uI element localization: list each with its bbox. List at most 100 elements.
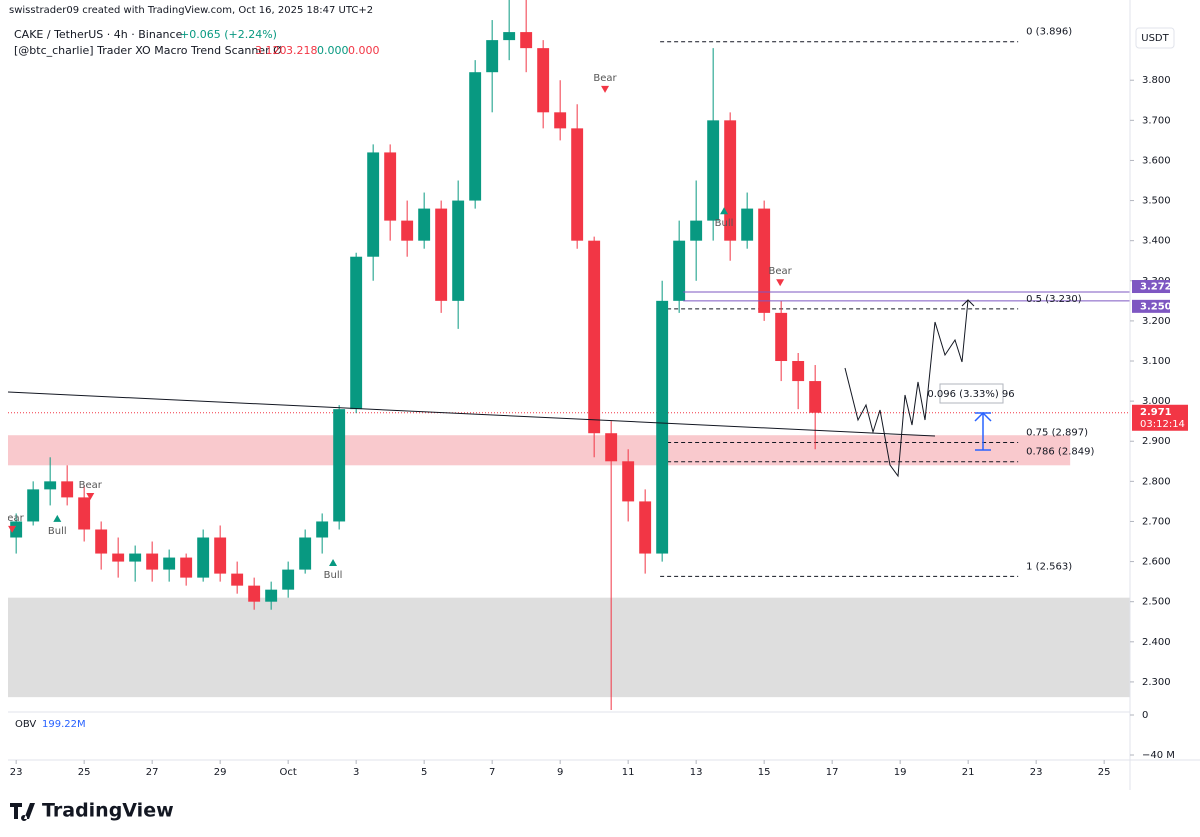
candle-body xyxy=(537,48,550,113)
x-tick-label: 25 xyxy=(78,767,91,778)
y-tick-label: 2.300 xyxy=(1142,677,1171,688)
x-tick-label: 3 xyxy=(353,767,359,778)
zone xyxy=(8,597,1130,698)
indicator-name: [@btc_charlie] Trader XO Macro Trend Sca… xyxy=(14,44,282,57)
fib-label: 0.75 (2.897) xyxy=(1026,427,1088,438)
x-tick-label: 27 xyxy=(146,767,159,778)
signal-label: Bull xyxy=(48,526,67,537)
countdown: 03:12:14 xyxy=(1140,419,1185,430)
candle-body xyxy=(27,489,40,522)
x-tick-label: 17 xyxy=(826,767,839,778)
x-tick-label: 5 xyxy=(421,767,427,778)
logo-text: TradingView xyxy=(42,800,174,822)
candle-body xyxy=(350,256,363,410)
signal-marker xyxy=(329,558,338,566)
candle-body xyxy=(435,208,448,301)
candle-body xyxy=(639,501,652,554)
candle-body xyxy=(61,481,74,498)
candle-body xyxy=(792,361,805,382)
y-tick-label: 3.400 xyxy=(1142,236,1171,247)
price-level-badge xyxy=(1132,299,1170,313)
x-tick-label: 23 xyxy=(1030,767,1043,778)
fib-label: 0.5 (3.230) xyxy=(1026,294,1082,305)
price-level-label: 3.250 xyxy=(1140,301,1172,312)
currency-box xyxy=(1135,27,1175,49)
signal-label: Bear xyxy=(769,266,793,277)
x-tick-label: 29 xyxy=(214,767,227,778)
logo xyxy=(10,803,35,821)
candle-body xyxy=(10,521,23,538)
signal-label: Bull xyxy=(715,218,734,229)
measure-box xyxy=(939,383,1004,404)
x-tick-label: 15 xyxy=(758,767,771,778)
trend-line xyxy=(7,391,936,437)
y-tick-label: 2.500 xyxy=(1142,597,1171,608)
y-tick-label: 2.800 xyxy=(1142,476,1171,487)
obv-tick-label: −40 M xyxy=(1142,750,1175,761)
y-tick-label: 3.700 xyxy=(1142,115,1171,126)
y-tick-label: 2.900 xyxy=(1142,436,1171,447)
x-tick-label: 11 xyxy=(622,767,635,778)
candle-body xyxy=(571,128,584,241)
candle-body xyxy=(809,381,822,413)
projected-arrowhead xyxy=(961,299,975,307)
zone xyxy=(8,435,1071,466)
candle-body xyxy=(367,152,380,257)
y-tick-label: 3.000 xyxy=(1142,396,1171,407)
candle-body xyxy=(214,537,227,574)
candle-body xyxy=(707,120,720,221)
last-price-label: 2.971 xyxy=(1140,407,1172,418)
signal-marker xyxy=(86,492,95,500)
obv-value: 199.22M xyxy=(42,719,86,730)
candle-body xyxy=(112,553,125,562)
y-tick-label: 3.100 xyxy=(1142,356,1171,367)
candle-body xyxy=(605,433,618,462)
candle-body xyxy=(622,461,635,502)
fib-label: 1 (2.563) xyxy=(1026,561,1072,572)
x-tick-label: 19 xyxy=(894,767,907,778)
candle-body xyxy=(333,409,346,522)
y-tick-label: 2.600 xyxy=(1142,557,1171,568)
measure-label: 0.096 (3.33%) 96 xyxy=(927,389,1014,400)
currency: USDT xyxy=(1141,33,1169,44)
candle-body xyxy=(741,208,754,241)
fib-label: 0.786 (2.849) xyxy=(1026,447,1094,458)
candle-body xyxy=(486,40,499,73)
signal-label: Bear xyxy=(593,73,617,84)
candle-body xyxy=(163,557,176,570)
candle-body xyxy=(503,32,516,41)
y-tick-label: 2.400 xyxy=(1142,637,1171,648)
signal-marker xyxy=(776,279,785,287)
y-tick-label: 3.500 xyxy=(1142,196,1171,207)
indicator-value: 3.120 xyxy=(255,44,287,57)
candle-body xyxy=(656,300,669,554)
candle-body xyxy=(469,72,482,201)
candle-body xyxy=(129,553,142,562)
candle-body xyxy=(248,585,261,602)
candle-body xyxy=(282,569,295,590)
change: +0.065 (+2.24%) xyxy=(180,28,277,41)
candle-body xyxy=(78,497,91,530)
x-tick-label: 13 xyxy=(690,767,703,778)
candle-body xyxy=(588,240,601,434)
candle-body xyxy=(197,537,210,578)
candle-body xyxy=(690,220,703,241)
x-tick-label: 21 xyxy=(962,767,975,778)
x-tick-label: 25 xyxy=(1098,767,1111,778)
signal-marker xyxy=(601,85,610,93)
signal-label: Bear xyxy=(79,480,103,491)
candle-body xyxy=(299,537,312,570)
measure-arrow xyxy=(974,411,992,451)
obv-tick-label: 0 xyxy=(1142,710,1148,721)
signal-marker xyxy=(720,207,729,215)
signal-label: Bear xyxy=(0,513,24,524)
candle-body xyxy=(95,529,108,554)
price-level-badge xyxy=(1132,280,1170,294)
candle-body xyxy=(44,481,57,490)
candle-body xyxy=(758,208,771,313)
price-pane: Bear Bull Bear Bull Bear Bull Bear xyxy=(0,0,1130,710)
overlay: 0 (3.896) 0.5 (3.230) 0.75 (2.897) 0.786 (2… xyxy=(1026,27,1094,573)
last-price-badge xyxy=(1132,404,1188,431)
candle-body xyxy=(452,200,465,301)
